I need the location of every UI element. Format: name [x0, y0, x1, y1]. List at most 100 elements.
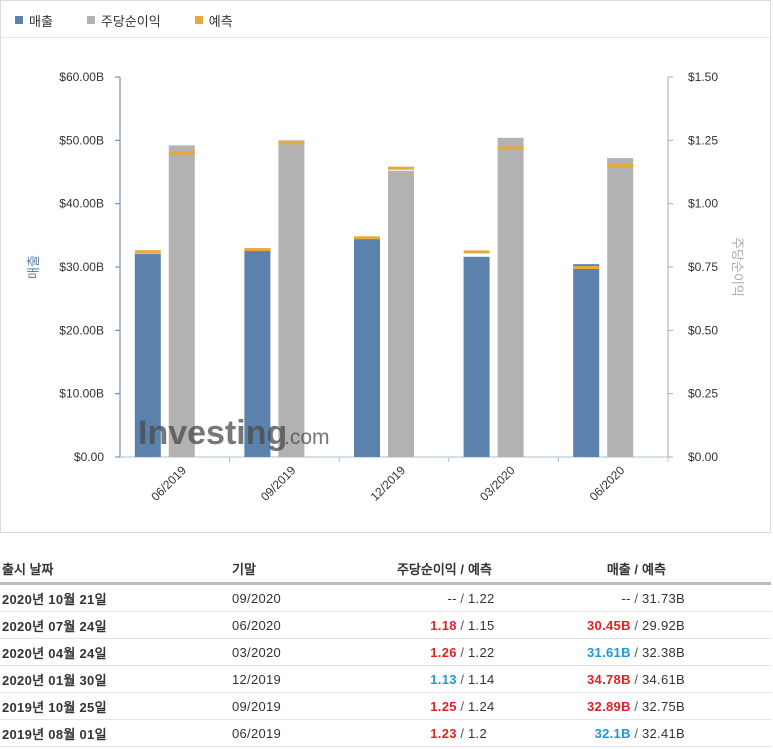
revenue-forecast-marker	[354, 236, 380, 240]
table-row: 2020년 07월 24일 06/2020 1.18 / 1.15 30.45B / …	[0, 611, 771, 639]
left-tick-label: $50.00B	[59, 133, 104, 147]
slash-separator: /	[456, 725, 464, 741]
x-tick-label: 09/2019	[258, 463, 299, 504]
cell-eps-forecast: 1.24	[468, 692, 538, 720]
cell-release-date: 2020년 01월 30일	[0, 665, 232, 693]
slash-separator: /	[456, 617, 464, 633]
revenue-forecast-marker	[134, 250, 161, 254]
revenue-bar	[354, 236, 380, 457]
cell-eps-value: 1.18	[430, 617, 457, 633]
header-revenue-forecast[interactable]: 예측	[642, 554, 771, 585]
cell-eps-forecast: 1.14	[468, 665, 538, 693]
investing-watermark-suffix: .com	[284, 426, 330, 449]
earnings-chart: $0.00 $10.00B $20.00B $30.00B $40.00B $50.00B…	[26, 70, 745, 504]
table-row: 2019년 10월 25일 09/2019 1.25 / 1.24 32.89B / …	[0, 692, 771, 720]
cell-revenue: 32.1B /	[538, 719, 642, 747]
revenue-forecast-marker	[573, 266, 600, 270]
left-tick-label: $60.00B	[59, 70, 104, 84]
cell-eps-value: 1.23	[430, 725, 457, 741]
eps-forecast-marker	[388, 166, 414, 170]
cell-revenue-forecast: 29.92B	[642, 611, 771, 639]
right-tick-label: $1.25	[688, 133, 718, 147]
cell-release-date-value: 2019년 10월 25일	[2, 699, 107, 715]
revenue-forecast-marker	[244, 248, 271, 252]
right-tick-label: $1.00	[688, 197, 718, 211]
slash-separator: /	[630, 698, 638, 714]
cell-eps-value: 1.13	[430, 671, 457, 687]
cell-revenue-forecast-value: 32.38B	[642, 644, 686, 660]
cell-period-end-value: 06/2019	[232, 725, 282, 741]
cell-eps-forecast: 1.2	[468, 719, 538, 747]
slash-separator: /	[630, 671, 638, 687]
cell-eps-forecast: 1.22	[468, 638, 538, 666]
revenue-bar	[463, 256, 490, 457]
cell-revenue-value: 32.89B	[587, 698, 631, 714]
cell-revenue: -- /	[538, 583, 642, 612]
cell-revenue-value: --	[621, 590, 631, 606]
cell-eps: 1.25 /	[352, 692, 468, 720]
header-release-date[interactable]: 출시 날짜	[0, 554, 232, 585]
cell-revenue-value: 30.45B	[587, 617, 631, 633]
cell-revenue-forecast-value: 34.61B	[642, 671, 686, 687]
legend-divider	[1, 37, 770, 38]
x-tick-label: 03/2020	[477, 463, 518, 504]
cell-period-end-value: 12/2019	[232, 671, 282, 687]
header-period-end[interactable]: 기말	[232, 554, 352, 585]
cell-revenue-forecast: 34.61B	[642, 665, 771, 693]
investing-watermark-brand: Investing	[138, 414, 287, 452]
legend-item-revenue[interactable]: 매출	[15, 11, 53, 30]
slash-separator: /	[630, 617, 638, 633]
cell-eps: -- /	[352, 583, 468, 612]
cell-period-end-value: 09/2019	[232, 698, 282, 714]
cell-eps-forecast: 1.22	[468, 583, 538, 612]
cell-eps: 1.23 /	[352, 719, 468, 747]
left-axis-title: 매출	[26, 255, 41, 279]
cell-eps-forecast-value: 1.2	[468, 725, 487, 741]
header-eps-forecast[interactable]: 예측	[468, 554, 538, 585]
left-tick-label: $30.00B	[59, 260, 104, 274]
cell-revenue-forecast-value: 31.73B	[642, 590, 686, 606]
right-tick-label: $0.75	[688, 260, 718, 274]
legend-label-forecast: 예측	[208, 13, 233, 29]
left-tick-label: $20.00B	[59, 323, 104, 337]
slash-separator: /	[630, 644, 638, 660]
cell-eps-forecast-value: 1.15	[468, 617, 495, 633]
cell-eps-value: --	[447, 590, 457, 606]
header-eps[interactable]: 주당순이익 /	[352, 554, 468, 585]
legend-item-eps[interactable]: 주당순이익	[86, 11, 161, 30]
slash-separator: /	[456, 590, 464, 606]
header-revenue[interactable]: 매출 /	[538, 554, 642, 585]
right-tick-label: $0.00	[688, 450, 718, 464]
eps-forecast-marker	[497, 146, 524, 150]
cell-revenue: 30.45B /	[538, 611, 642, 639]
cell-revenue-value: 32.1B	[594, 725, 631, 741]
cell-revenue-forecast: 31.73B	[642, 583, 771, 612]
table-row: 2020년 10월 21일 09/2020 -- / 1.22 -- / 31.73B	[0, 583, 771, 612]
cell-period-end: 12/2019	[232, 665, 352, 693]
cell-release-date-value: 2020년 10월 21일	[2, 591, 107, 607]
right-axis-title: 주당순이익	[730, 237, 745, 297]
cell-revenue-forecast-value: 32.41B	[642, 725, 686, 741]
eps-bar	[388, 170, 414, 457]
legend-swatch-eps	[86, 16, 95, 24]
revenue-bar	[573, 264, 600, 457]
cell-eps-forecast-value: 1.14	[468, 671, 495, 687]
slash-separator: /	[456, 644, 464, 660]
legend-swatch-revenue	[15, 16, 23, 24]
eps-bar	[168, 145, 195, 457]
right-tick-label: $0.25	[688, 387, 718, 401]
cell-period-end: 09/2019	[232, 692, 352, 720]
cell-eps: 1.13 /	[352, 665, 468, 693]
x-tick-label: 06/2019	[148, 463, 189, 504]
cell-period-end: 09/2020	[232, 583, 352, 612]
cell-revenue-forecast: 32.41B	[642, 719, 771, 747]
cell-release-date-value: 2020년 01월 30일	[2, 672, 107, 688]
revenue-forecast-marker	[463, 250, 490, 254]
legend-label-revenue: 매출	[29, 13, 53, 29]
cell-revenue-forecast-value: 29.92B	[642, 617, 686, 633]
legend-item-forecast[interactable]: 예측	[194, 11, 233, 30]
x-tick-label: 12/2019	[368, 463, 409, 504]
eps-bar	[278, 140, 305, 458]
eps-bar	[607, 158, 634, 458]
earnings-chart-panel: 매출 주당순이익 예측	[0, 0, 771, 533]
